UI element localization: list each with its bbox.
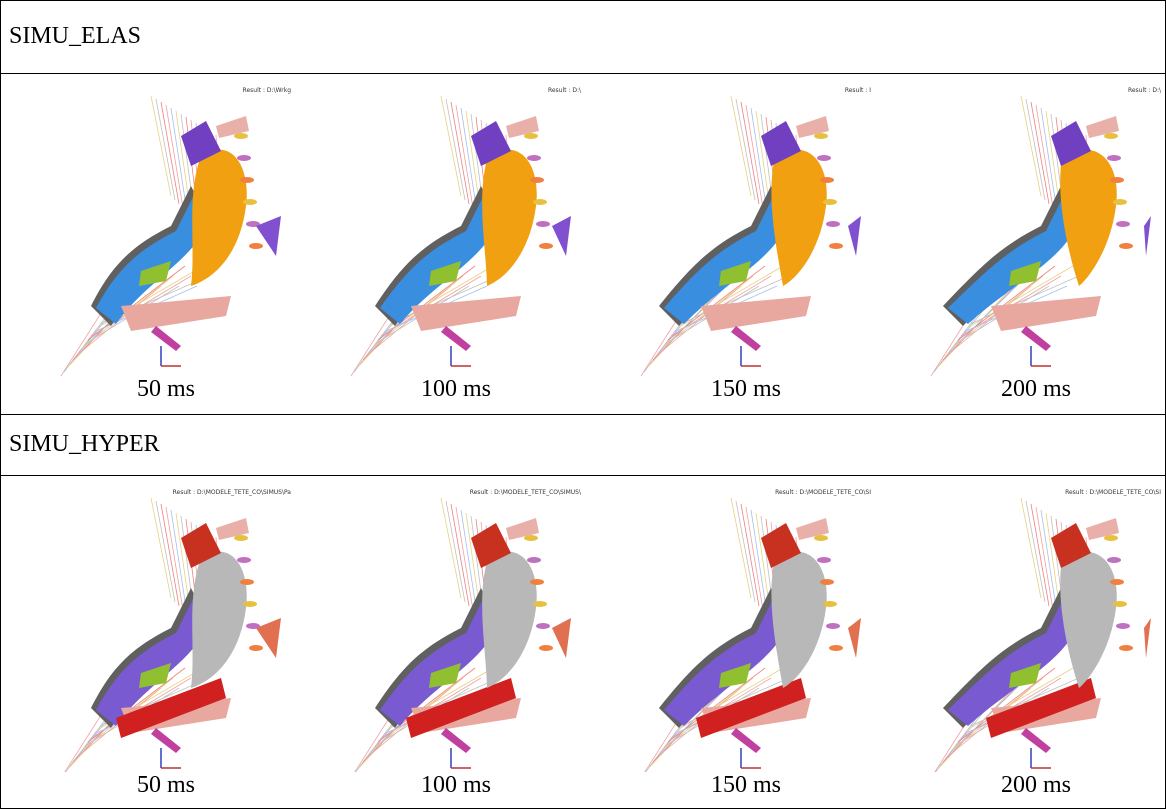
panel-caption: 200 ms (1000, 376, 1071, 402)
row-divider (1, 414, 1165, 415)
simulation-image: Result : D:\MODELE_TETE_CO\SIMUS\ (354, 489, 582, 772)
panel-caption: 150 ms (710, 772, 781, 798)
simulation-image: Result : D:\Wrkg (60, 87, 292, 376)
model-render (350, 95, 571, 376)
row-divider (1, 475, 1165, 476)
result-label: Result : D:\Wrkg (243, 87, 292, 94)
simulation-image: Result : D:\ (350, 87, 582, 376)
result-label: Result : D:\ (548, 87, 582, 94)
result-label: Result : I (845, 87, 871, 94)
model-render (354, 497, 571, 772)
result-label: Result : D:\MODELE_TETE_CO\SI (1065, 489, 1161, 496)
row-divider (1, 73, 1165, 74)
model-render (644, 497, 861, 772)
result-label: Result : D:\MODELE_TETE_CO\SIMUS\ (470, 489, 582, 496)
panel-caption: 100 ms (420, 772, 491, 798)
panel-caption: 50 ms (136, 376, 195, 402)
simulation-image: Result : D:\MODELE_TETE_CO\SI (934, 489, 1161, 772)
panel-caption: 150 ms (710, 376, 781, 402)
model-render (640, 95, 861, 376)
result-label: Result : D:\MODELE_TETE_CO\SI (775, 489, 871, 496)
section-title: SIMU_ELAS (9, 23, 142, 49)
result-label: Result : D:\MODELE_TETE_CO\SIMUS\Pa (173, 489, 292, 496)
model-render (930, 95, 1151, 376)
model-render (60, 95, 281, 376)
panel-caption: 50 ms (136, 772, 195, 798)
model-render (934, 497, 1151, 772)
simulation-image: Result : I (640, 87, 871, 376)
simulation-image: Result : D:\MODELE_TETE_CO\SIMUS\Pa (64, 489, 292, 772)
model-render (64, 497, 281, 772)
section-title: SIMU_HYPER (9, 431, 160, 457)
panel-caption: 100 ms (420, 376, 491, 402)
result-label: Result : D:\ (1128, 87, 1162, 94)
simulation-image: Result : D:\ (930, 87, 1162, 376)
simulation-image: Result : D:\MODELE_TETE_CO\SI (644, 489, 871, 772)
panel-caption: 200 ms (1000, 772, 1071, 798)
